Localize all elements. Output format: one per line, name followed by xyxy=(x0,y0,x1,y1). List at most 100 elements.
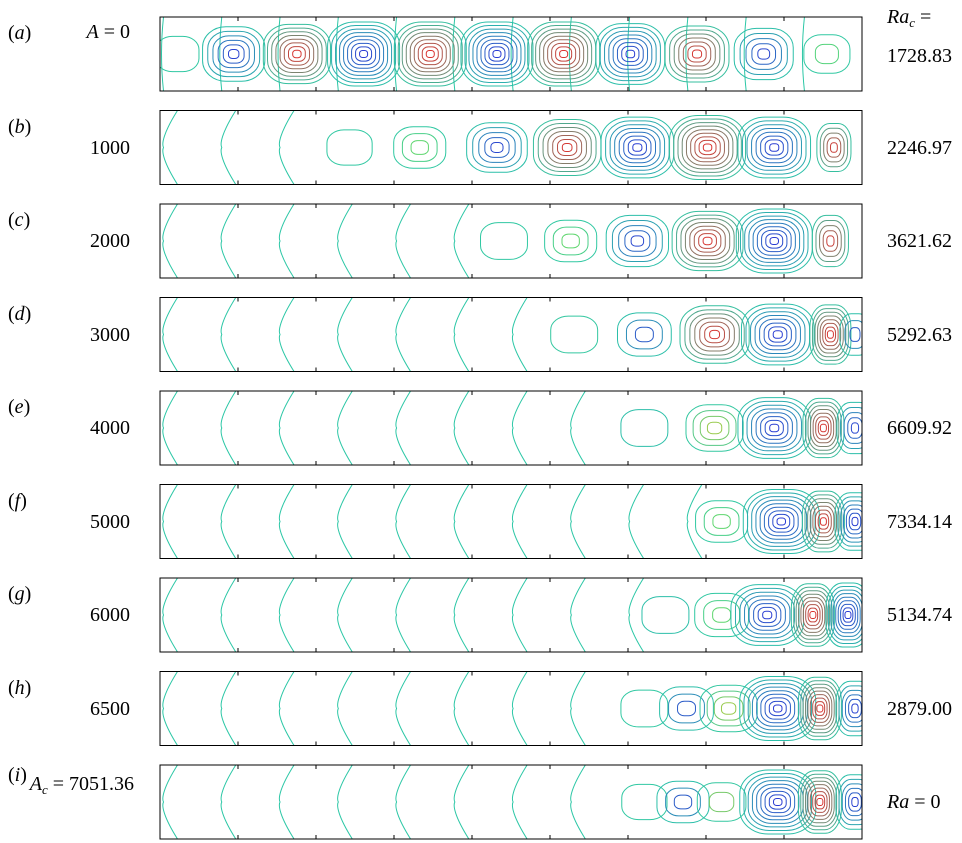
contour-ring xyxy=(751,496,812,547)
ra-value-label: 1728.83 xyxy=(887,45,952,67)
contour-ring xyxy=(756,783,800,821)
contour-ring xyxy=(713,696,744,721)
contour-ring xyxy=(355,46,373,62)
contour-ring xyxy=(335,28,393,80)
contour-ring xyxy=(618,225,657,257)
contour-line xyxy=(278,204,295,278)
contour-line xyxy=(570,671,586,746)
contour-line xyxy=(570,484,586,559)
contour-ring xyxy=(287,46,306,62)
contour-ring xyxy=(802,600,823,630)
contour-ring xyxy=(417,42,443,66)
contour-ring xyxy=(492,49,502,59)
contour-ring xyxy=(698,233,717,249)
panel-frame xyxy=(159,16,863,92)
ra-value-label: 2246.97 xyxy=(887,136,952,159)
contour-ring xyxy=(217,39,250,69)
contour-line xyxy=(570,578,586,652)
contour-ring xyxy=(825,582,862,648)
contour-ring xyxy=(557,139,578,156)
panel-label: (c) xyxy=(8,209,31,231)
contour-ring xyxy=(292,49,302,59)
contour-line xyxy=(220,391,237,465)
contour-line xyxy=(162,765,178,839)
contour-ring xyxy=(490,142,504,153)
contour-ring xyxy=(703,507,740,536)
contour-ring xyxy=(750,311,806,358)
contour-ring xyxy=(730,584,805,646)
contour-ring xyxy=(768,700,787,717)
ra-value-label: 3621.62 xyxy=(887,230,952,252)
contour-ring xyxy=(744,215,805,267)
contour-ring xyxy=(807,498,840,545)
contour-ring xyxy=(826,137,842,158)
contour-ring xyxy=(840,603,856,627)
contour-ring xyxy=(819,319,842,350)
contour-ring xyxy=(807,405,840,451)
contour-ring xyxy=(836,401,862,455)
contour-ring xyxy=(819,225,842,257)
contour-ring xyxy=(625,319,663,350)
contour-ring xyxy=(814,43,839,65)
contour-line xyxy=(510,17,514,91)
contour-ring xyxy=(600,116,675,179)
contour-ring xyxy=(271,31,323,77)
panel-h xyxy=(159,671,863,746)
contour-ring xyxy=(830,589,862,641)
contour-line xyxy=(220,204,237,278)
contour-line xyxy=(220,765,237,839)
contour-ring xyxy=(823,132,845,163)
contour-ring xyxy=(275,35,319,73)
contour-ring xyxy=(743,773,813,831)
contour-ring xyxy=(790,583,835,647)
contour-ring xyxy=(630,235,645,247)
contour-ring xyxy=(472,32,522,76)
contour-ring xyxy=(691,49,703,59)
contour-ring xyxy=(756,690,800,727)
contour-ring xyxy=(747,683,808,734)
contour-ring xyxy=(539,32,589,76)
contour-ring xyxy=(805,687,835,730)
contour-ring xyxy=(819,127,849,168)
contour-ring xyxy=(838,685,862,732)
a-value-label: 6500 xyxy=(90,697,130,720)
contour-ring xyxy=(819,517,827,526)
contour-ring xyxy=(480,39,514,69)
contour-ring xyxy=(760,693,796,724)
contour-line xyxy=(628,578,645,652)
contour-ring xyxy=(488,46,506,62)
contour-ring xyxy=(531,25,597,83)
contour-line xyxy=(220,578,237,652)
contour-ring xyxy=(768,326,788,343)
contour-ring xyxy=(665,787,701,817)
contour-ring xyxy=(764,419,784,437)
contour-ring xyxy=(760,135,789,160)
contour-ring xyxy=(746,404,802,452)
contour-ring xyxy=(410,140,429,155)
contour-ring xyxy=(768,794,787,810)
contour-ring xyxy=(851,516,859,527)
contour-ring xyxy=(559,49,569,59)
contour-ring xyxy=(699,415,730,441)
contour-line xyxy=(511,297,528,372)
contour-ring xyxy=(599,26,661,82)
contour-ring xyxy=(669,115,747,180)
contour-ring xyxy=(755,131,793,164)
contour-line xyxy=(570,391,586,465)
contour-ring xyxy=(826,330,834,339)
contour-ring xyxy=(837,600,859,630)
contour-ring xyxy=(751,43,777,65)
contour-line xyxy=(220,671,237,746)
contour-ring xyxy=(561,143,573,152)
contour-ring xyxy=(844,320,862,349)
contour-ring xyxy=(673,33,721,75)
contour-ring xyxy=(689,313,740,356)
contour-ring xyxy=(798,593,828,637)
contour-ring xyxy=(693,229,722,253)
contour-ring xyxy=(847,417,862,439)
contour-line xyxy=(337,297,353,372)
contour-line xyxy=(278,765,295,839)
panel-frame xyxy=(159,390,863,466)
contour-line xyxy=(395,484,411,559)
contour-line xyxy=(219,17,223,91)
